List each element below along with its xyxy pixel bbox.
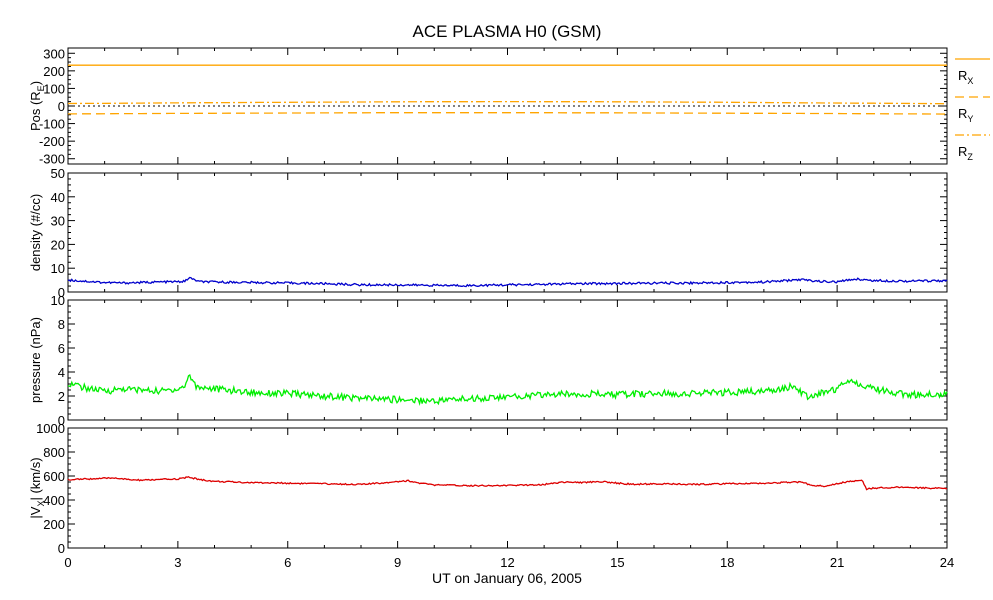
y-tick-label-vx: 0 (58, 541, 65, 556)
y-axis-label-density: density (#/cc) (28, 194, 43, 271)
y-tick-label-vx: 400 (43, 493, 65, 508)
y-tick-label-density: 40 (51, 190, 65, 205)
legend-label-subscript: X (967, 76, 973, 86)
legend-label-z: RZ (958, 144, 973, 162)
y-axis-label-pressure: pressure (nPa) (28, 317, 43, 403)
y-axis-label-subscript-vx: X (36, 501, 46, 507)
y-axis-label-text-pos: Pos (R (28, 91, 43, 131)
y-tick-label-vx: 800 (43, 445, 65, 460)
y-tick-label-vx: 600 (43, 469, 65, 484)
legend-label-text: R (958, 68, 967, 83)
legend-label-subscript: Z (967, 152, 973, 162)
x-tick-label: 6 (284, 555, 291, 570)
y-axis-label-text-density: density (#/cc) (28, 194, 43, 271)
chart-title: ACE PLASMA H0 (GSM) (413, 22, 602, 41)
y-tick-label-pressure: 6 (58, 341, 65, 356)
legend-label-text: R (958, 144, 967, 159)
x-tick-label: 9 (394, 555, 401, 570)
y-tick-label-density: 20 (51, 237, 65, 252)
x-tick-label: 12 (500, 555, 514, 570)
y-tick-label-pos: -200 (39, 134, 65, 149)
y-axis-label-text-vx: |V (28, 506, 43, 518)
legend-label-subscript: Y (967, 114, 973, 124)
y-axis-label-suffix-vx: | (km/s) (28, 457, 43, 500)
y-tick-label-pressure: 4 (58, 365, 65, 380)
series-line-pressure (67, 373, 948, 406)
y-tick-label-pos: 200 (43, 64, 65, 79)
y-tick-label-vx: 1000 (36, 421, 65, 436)
y-tick-label-pressure: 2 (58, 389, 65, 404)
y-tick-label-density: 10 (51, 261, 65, 276)
legend-label-y: RY (958, 106, 973, 124)
legend-label-x: RX (958, 68, 973, 86)
panel-frame-density (67, 172, 948, 293)
series-line-pos-z (67, 100, 948, 105)
y-tick-label-pos: 300 (43, 46, 65, 61)
y-tick-label-density: 30 (51, 214, 65, 229)
y-axis-label-text-pressure: pressure (nPa) (28, 317, 43, 403)
y-axis-label-vx: |VX| (km/s) (28, 457, 46, 518)
y-tick-label-pressure: 8 (58, 317, 65, 332)
x-tick-label: 24 (940, 555, 954, 570)
y-tick-label-pos: 0 (58, 99, 65, 114)
y-tick-label-density: 0 (58, 285, 65, 300)
y-axis-label-suffix-pos: ) (28, 81, 43, 85)
series-line-vx (67, 475, 948, 491)
y-tick-label-pos: -300 (39, 152, 65, 167)
y-tick-label-pressure: 10 (51, 293, 65, 308)
y-tick-label-density: 50 (51, 166, 65, 181)
y-tick-label-pos: 100 (43, 81, 65, 96)
series-line-pos-y (67, 112, 948, 115)
legend-label-text: R (958, 106, 967, 121)
y-tick-label-vx: 200 (43, 517, 65, 532)
x-tick-label: 21 (830, 555, 844, 570)
panel-frame-pressure (67, 299, 948, 421)
y-tick-label-pos: -100 (39, 117, 65, 132)
panel-frame-vx (67, 427, 948, 549)
x-tick-label: 18 (720, 555, 734, 570)
series-line-density (67, 276, 948, 288)
x-tick-label: 3 (174, 555, 181, 570)
x-tick-label: 0 (64, 555, 71, 570)
y-axis-label-subscript-pos: E (36, 85, 46, 91)
x-axis-label: UT on January 06, 2005 (432, 570, 582, 586)
y-axis-label-pos: Pos (RE) (28, 81, 46, 131)
y-tick-label-pressure: 0 (58, 413, 65, 428)
x-tick-label: 15 (610, 555, 624, 570)
